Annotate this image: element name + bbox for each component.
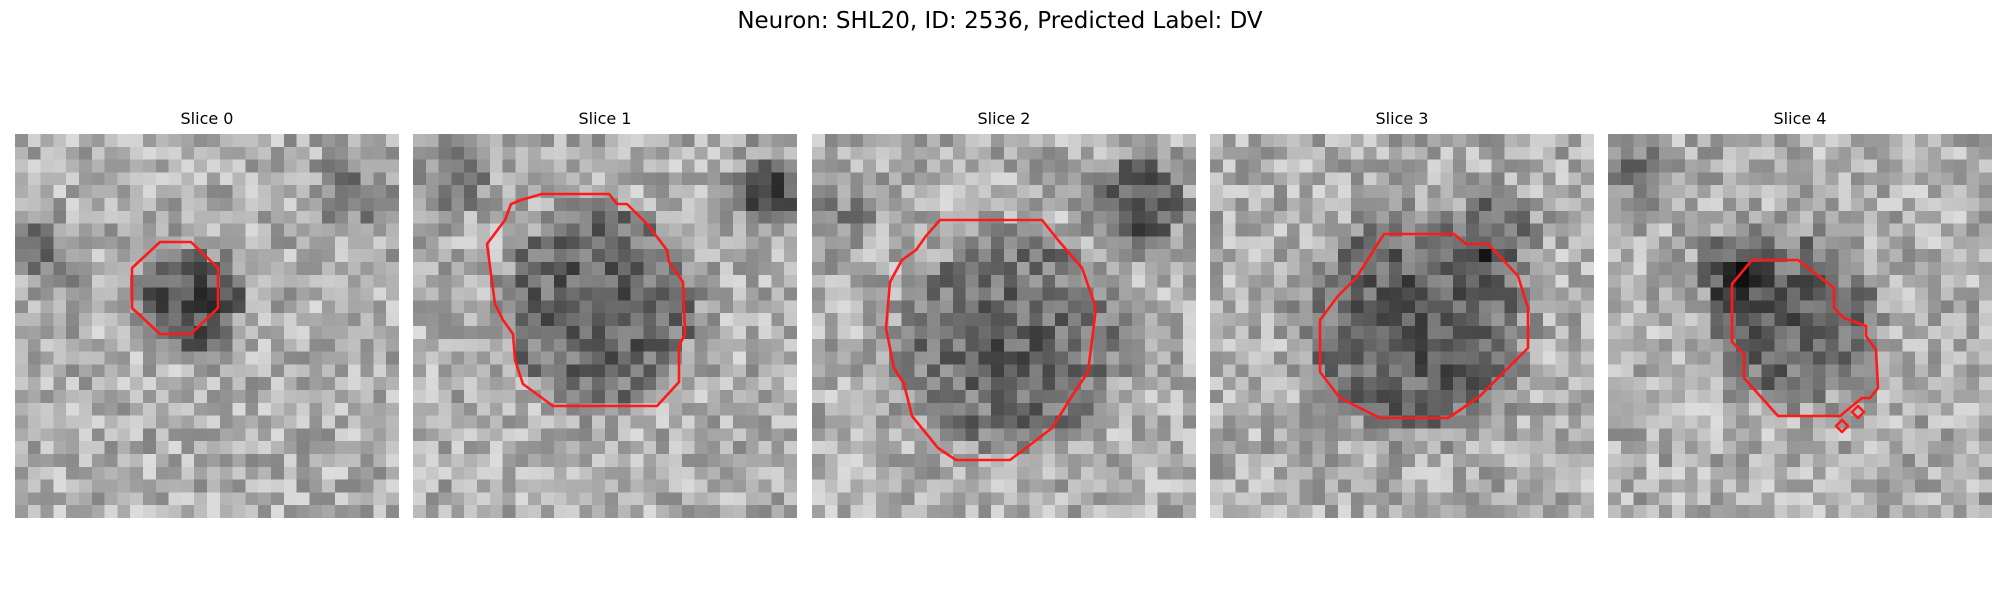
roi-contour-2 — [884, 218, 1098, 462]
slice-panel-4: Slice 4 — [1608, 108, 1992, 518]
slice-panel-0: Slice 0 — [15, 108, 399, 518]
roi-contour-1 — [485, 192, 687, 408]
contour-overlay-1 — [485, 192, 687, 408]
slice-title-0: Slice 0 — [180, 109, 234, 128]
roi-contour-4 — [1730, 258, 1880, 418]
contour-overlay-3 — [1318, 232, 1530, 420]
roi-contour-3 — [1318, 232, 1530, 420]
contour-overlay-2 — [884, 218, 1098, 462]
contour-overlay-4 — [1730, 258, 1880, 434]
slice-image-1 — [413, 134, 797, 518]
slice-panel-2: Slice 2 — [812, 108, 1196, 518]
slice-image-3 — [1210, 134, 1594, 518]
roi-contour-0 — [130, 240, 220, 336]
figure-title: Neuron: SHL20, ID: 2536, Predicted Label… — [737, 8, 1263, 34]
slice-panel-3: Slice 3 — [1210, 108, 1594, 518]
contour-overlay-0 — [130, 240, 220, 336]
roi-contour-4-fragment-a — [1850, 404, 1866, 420]
slice-title-2: Slice 2 — [977, 109, 1031, 128]
slice-image-4 — [1608, 134, 1992, 518]
slice-title-1: Slice 1 — [578, 109, 632, 128]
slice-title-3: Slice 3 — [1375, 109, 1429, 128]
slice-image-2 — [812, 134, 1196, 518]
slice-image-0 — [15, 134, 399, 518]
slice-panel-1: Slice 1 — [413, 108, 797, 518]
roi-contour-4-fragment-b — [1834, 418, 1850, 434]
slice-title-4: Slice 4 — [1773, 109, 1827, 128]
